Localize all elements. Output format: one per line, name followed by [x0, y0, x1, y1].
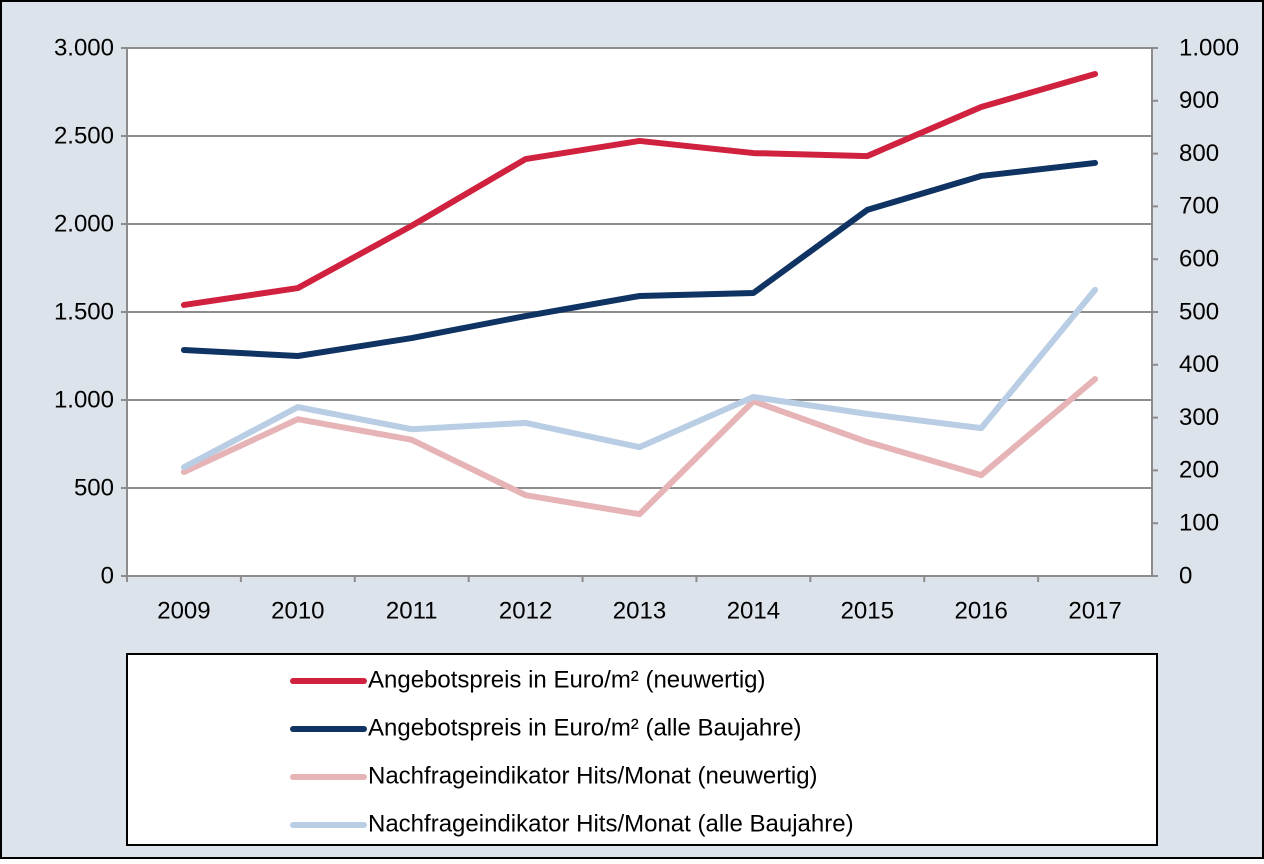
y2-tick-label: 200: [1179, 457, 1219, 484]
y-tick-label: 3.000: [54, 34, 114, 61]
legend-label: Angebotspreis in Euro/m² (neuwertig): [368, 666, 766, 693]
x-tick-label: 2010: [271, 597, 324, 624]
series-line: [180, 286, 1099, 471]
x-tick-label: 2014: [727, 597, 780, 624]
x-tick-label: 2015: [841, 597, 894, 624]
series-line: [180, 71, 1099, 308]
legend-label: Angebotspreis in Euro/m² (alle Baujahre): [368, 714, 802, 741]
y2-tick-label: 400: [1179, 351, 1219, 378]
y-tick-label: 2.500: [54, 122, 114, 149]
series-line: [180, 376, 1099, 518]
y2-tick-label: 600: [1179, 246, 1219, 273]
x-tick-label: 2016: [954, 597, 1007, 624]
y2-tick-label: 800: [1179, 140, 1219, 167]
y2-tick-label: 900: [1179, 87, 1219, 114]
y2-tick-label: 300: [1179, 404, 1219, 431]
x-tick-label: 2011: [386, 597, 438, 624]
x-tick-label: 2012: [499, 597, 552, 624]
y-tick-label: 0: [101, 562, 114, 589]
x-tick-label: 2013: [613, 597, 666, 624]
y2-tick-label: 700: [1179, 193, 1219, 220]
y-tick-label: 2.000: [54, 210, 114, 237]
y2-tick-label: 100: [1179, 510, 1219, 537]
x-tick-label: 2017: [1068, 597, 1121, 624]
legend: [126, 653, 1158, 846]
y-tick-label: 500: [74, 474, 114, 501]
legend-label: Nachfrageindikator Hits/Monat (alle Bauj…: [368, 810, 854, 837]
y2-tick-label: 0: [1179, 562, 1192, 589]
y-tick-label: 1.000: [54, 386, 114, 413]
x-tick-label: 2009: [157, 597, 210, 624]
y2-tick-label: 500: [1179, 298, 1219, 325]
y2-tick-label: 1.000: [1179, 34, 1239, 61]
y-tick-label: 1.500: [54, 298, 114, 325]
legend-label: Nachfrageindikator Hits/Monat (neuwertig…: [368, 762, 818, 789]
series-line: [180, 159, 1099, 359]
